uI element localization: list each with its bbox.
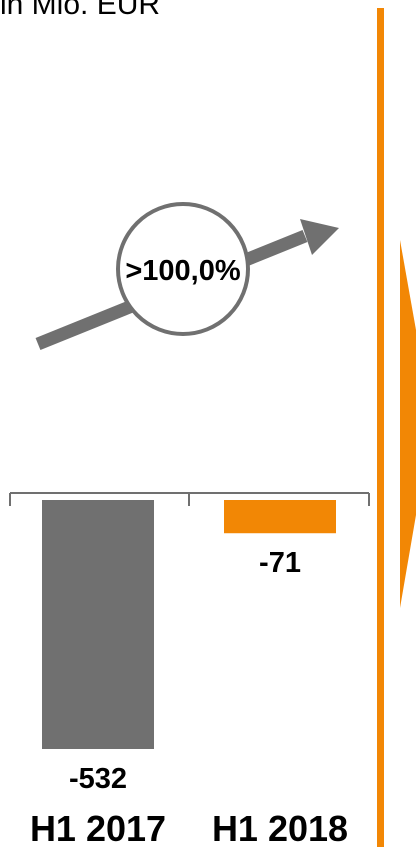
value-label-h1-2017: -532 xyxy=(69,763,127,795)
category-label-h1-2017: H1 2017 xyxy=(30,808,166,847)
growth-arrow-head xyxy=(300,219,339,255)
growth-badge-text: >100,0% xyxy=(125,255,241,287)
growth-circle xyxy=(116,202,250,336)
value-label-h1-2018: -71 xyxy=(259,547,301,579)
category-label-h1-2018: H1 2018 xyxy=(212,808,348,847)
bar-h1-2018 xyxy=(224,500,336,534)
unit-label: in Mio. EUR xyxy=(0,0,161,21)
bar-h1-2017 xyxy=(42,500,154,749)
orange-chevron-edge xyxy=(400,240,416,608)
orange-divider xyxy=(377,8,384,847)
